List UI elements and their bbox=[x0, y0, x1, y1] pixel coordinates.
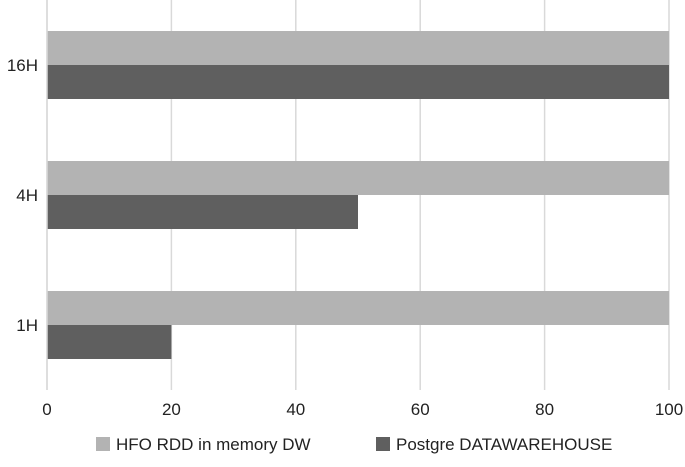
category-label-16H: 16H bbox=[7, 56, 38, 75]
category-label-1H: 1H bbox=[16, 316, 38, 335]
x-tick-label-60: 60 bbox=[411, 400, 430, 419]
bar-4H-series-1 bbox=[47, 195, 358, 229]
legend-label-1: Postgre DATAWAREHOUSE bbox=[396, 435, 612, 454]
bar-1H-series-1 bbox=[47, 325, 172, 359]
bar-1H-series-0 bbox=[47, 291, 669, 325]
x-tick-label-80: 80 bbox=[535, 400, 554, 419]
x-tick-label-0: 0 bbox=[42, 400, 51, 419]
bar-16H-series-0 bbox=[47, 31, 669, 65]
x-tick-label-100: 100 bbox=[655, 400, 683, 419]
x-tick-label-20: 20 bbox=[162, 400, 181, 419]
x-tick-label-40: 40 bbox=[286, 400, 305, 419]
legend-swatch-1 bbox=[376, 437, 390, 451]
bar-4H-series-0 bbox=[47, 161, 669, 195]
bar-16H-series-1 bbox=[47, 65, 669, 99]
category-label-4H: 4H bbox=[16, 186, 38, 205]
legend-label-0: HFO RDD in memory DW bbox=[116, 435, 311, 454]
legend-swatch-0 bbox=[96, 437, 110, 451]
